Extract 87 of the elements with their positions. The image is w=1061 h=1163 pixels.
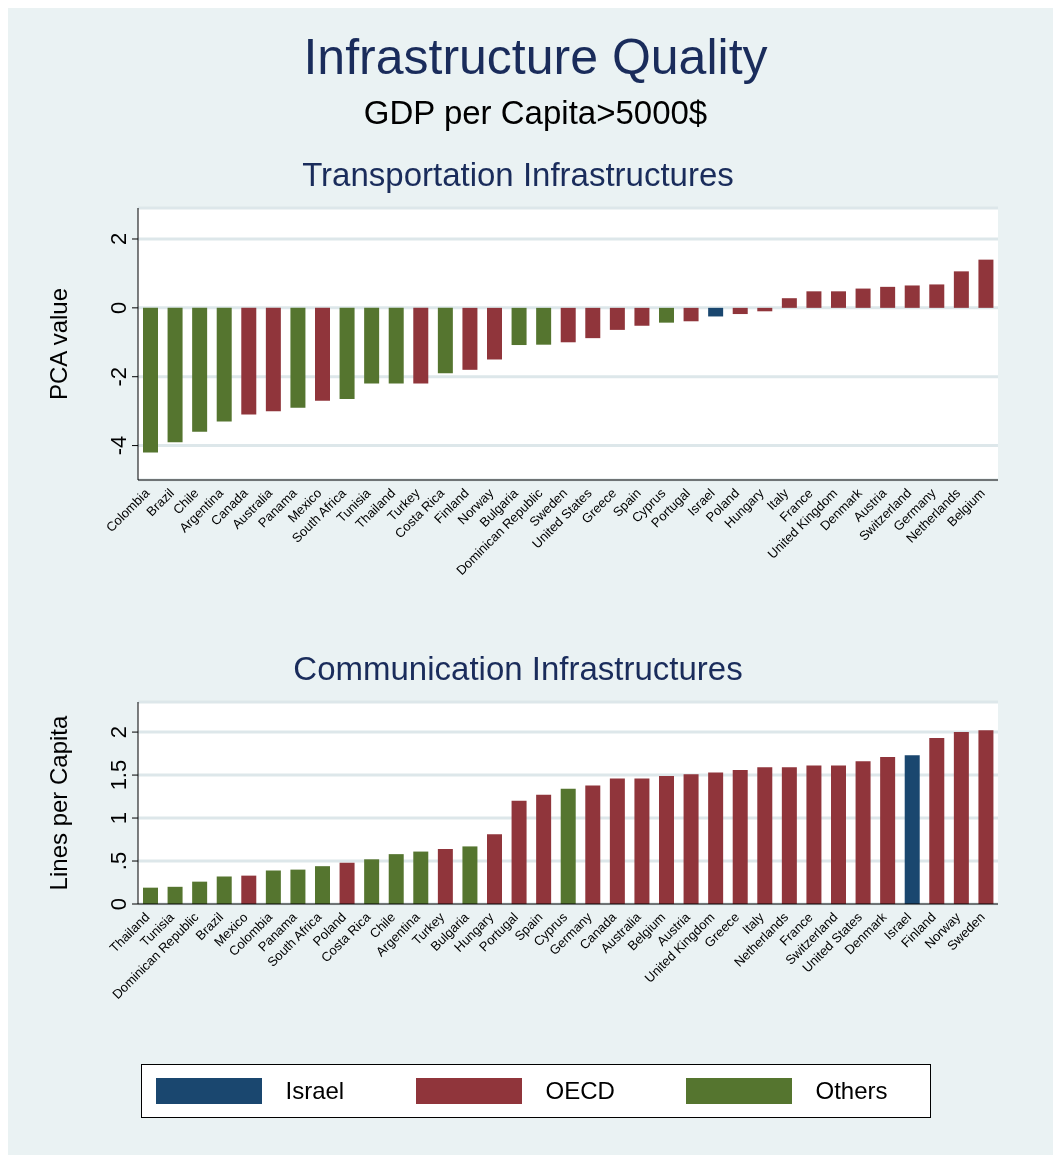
bar [241,307,257,415]
bar [855,288,871,308]
legend-label: Israel [285,1077,346,1105]
y-tick-label: 1 [106,811,131,825]
y-axis-title: PCA value [44,287,72,401]
bar [659,775,674,904]
bar [880,757,896,904]
bar [708,307,724,317]
bar [462,846,478,904]
bar [413,307,429,384]
chart-title: Communication Infrastructures [292,650,744,689]
bar [634,778,650,904]
bar [560,788,576,904]
bar [831,291,846,308]
legend-label: OECD [545,1077,616,1105]
bar [339,307,355,400]
bar [953,271,969,308]
bar [609,778,625,904]
bar [290,307,306,408]
bar [659,307,674,323]
bar [511,800,527,904]
bar [290,869,306,904]
text: GDP per Capita>5000$ [362,94,709,132]
bar [880,286,896,308]
bar [536,307,552,345]
bar [929,738,945,904]
bar [143,887,158,904]
chart-title: Transportation Infrastructures [301,156,735,195]
bar [265,307,281,412]
bar [437,307,453,374]
y-tick-label: 0 [106,301,131,314]
y-axis-title: Lines per Capita [44,714,72,891]
bar [757,767,773,904]
bar [315,866,330,904]
bar [560,307,576,343]
bar [192,307,208,432]
legend-label: Others [815,1077,889,1105]
bar [487,834,502,904]
bar [216,876,232,904]
bar [781,767,797,904]
y-tick-label: 1.5 [106,759,131,791]
bar [511,307,527,346]
bar [167,886,183,904]
bar [904,755,920,904]
bar [462,307,478,370]
bar [634,307,650,326]
bar [781,298,797,308]
bar [708,772,724,904]
bar [315,307,330,401]
bar [167,307,183,443]
bar [929,284,945,308]
bar [364,859,380,904]
bar [143,307,158,453]
bar [437,848,453,904]
bar [953,732,969,904]
bar [609,307,625,330]
bar [536,794,552,904]
bar [831,765,846,904]
y-tick-label: 2 [106,725,131,739]
bar [585,307,601,339]
bar [265,870,281,904]
bar [192,881,208,904]
bar [388,854,404,904]
bar [978,259,994,308]
bar [216,307,232,422]
y-tick-label: .5 [106,851,131,871]
bar [241,875,257,904]
bar [364,307,380,384]
y-tick-label: 2 [106,232,131,246]
bar [487,307,502,360]
bar [855,761,871,904]
y-tick-label: -4 [106,435,131,456]
y-tick-label: 0 [106,897,131,911]
bar [413,851,429,904]
bar [683,774,699,904]
bar [732,769,748,904]
bar [978,730,994,904]
bar [806,291,822,308]
bar [339,862,355,904]
text: Infrastructure Quality [302,28,769,86]
bar [732,307,748,315]
bar [388,307,404,384]
bar [806,765,822,904]
bar [904,285,920,308]
bar [683,307,699,322]
bar [585,785,601,904]
y-tick-label: -2 [106,366,131,387]
